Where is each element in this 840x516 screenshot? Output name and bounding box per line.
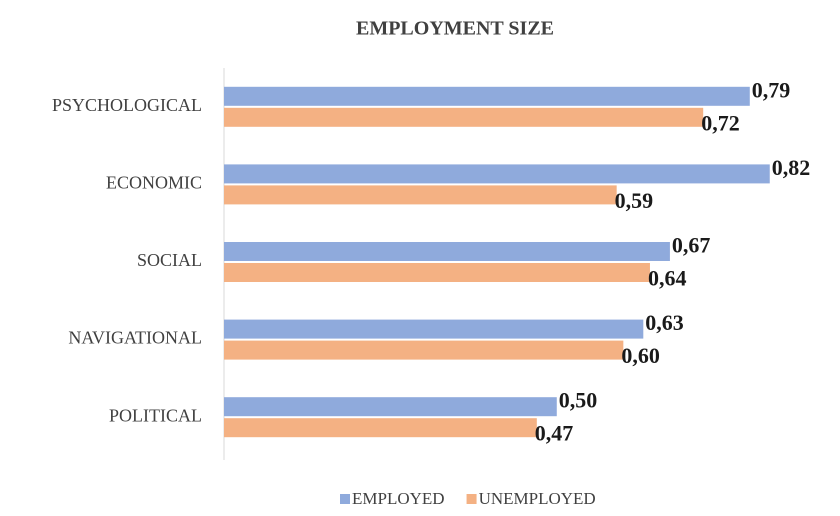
bar bbox=[224, 185, 617, 205]
y-tick-label: POLITICAL bbox=[109, 405, 202, 425]
bar bbox=[224, 107, 704, 127]
y-tick-label: PSYCHOLOGICAL bbox=[52, 95, 202, 115]
bar bbox=[224, 263, 650, 282]
data-label: 0,63 bbox=[645, 310, 684, 335]
data-label: 0,47 bbox=[535, 421, 574, 446]
data-label: 0,67 bbox=[672, 233, 711, 258]
bar bbox=[224, 86, 750, 106]
data-label: 0,82 bbox=[772, 155, 811, 180]
bar bbox=[224, 418, 537, 438]
chart-title: EMPLOYMENT SIZE bbox=[356, 18, 554, 40]
y-tick-label: ECONOMIC bbox=[106, 173, 202, 193]
data-label: 0,79 bbox=[752, 77, 791, 102]
data-label: 0,64 bbox=[648, 266, 687, 291]
data-label: 0,60 bbox=[621, 343, 660, 368]
data-label: 0,59 bbox=[615, 188, 654, 213]
data-label: 0,50 bbox=[559, 388, 598, 413]
bar bbox=[224, 340, 624, 360]
legend-label: EMPLOYED bbox=[352, 489, 445, 508]
bar bbox=[224, 164, 770, 184]
data-label: 0,72 bbox=[701, 110, 740, 135]
bar bbox=[224, 397, 557, 417]
bar bbox=[224, 242, 670, 261]
bar bbox=[224, 319, 644, 339]
y-tick-label: NAVIGATIONAL bbox=[68, 328, 202, 348]
legend-swatch bbox=[340, 494, 350, 504]
legend-swatch bbox=[466, 494, 477, 504]
legend-label: UNEMPLOYED bbox=[479, 489, 596, 508]
y-tick-label: SOCIAL bbox=[137, 250, 202, 270]
